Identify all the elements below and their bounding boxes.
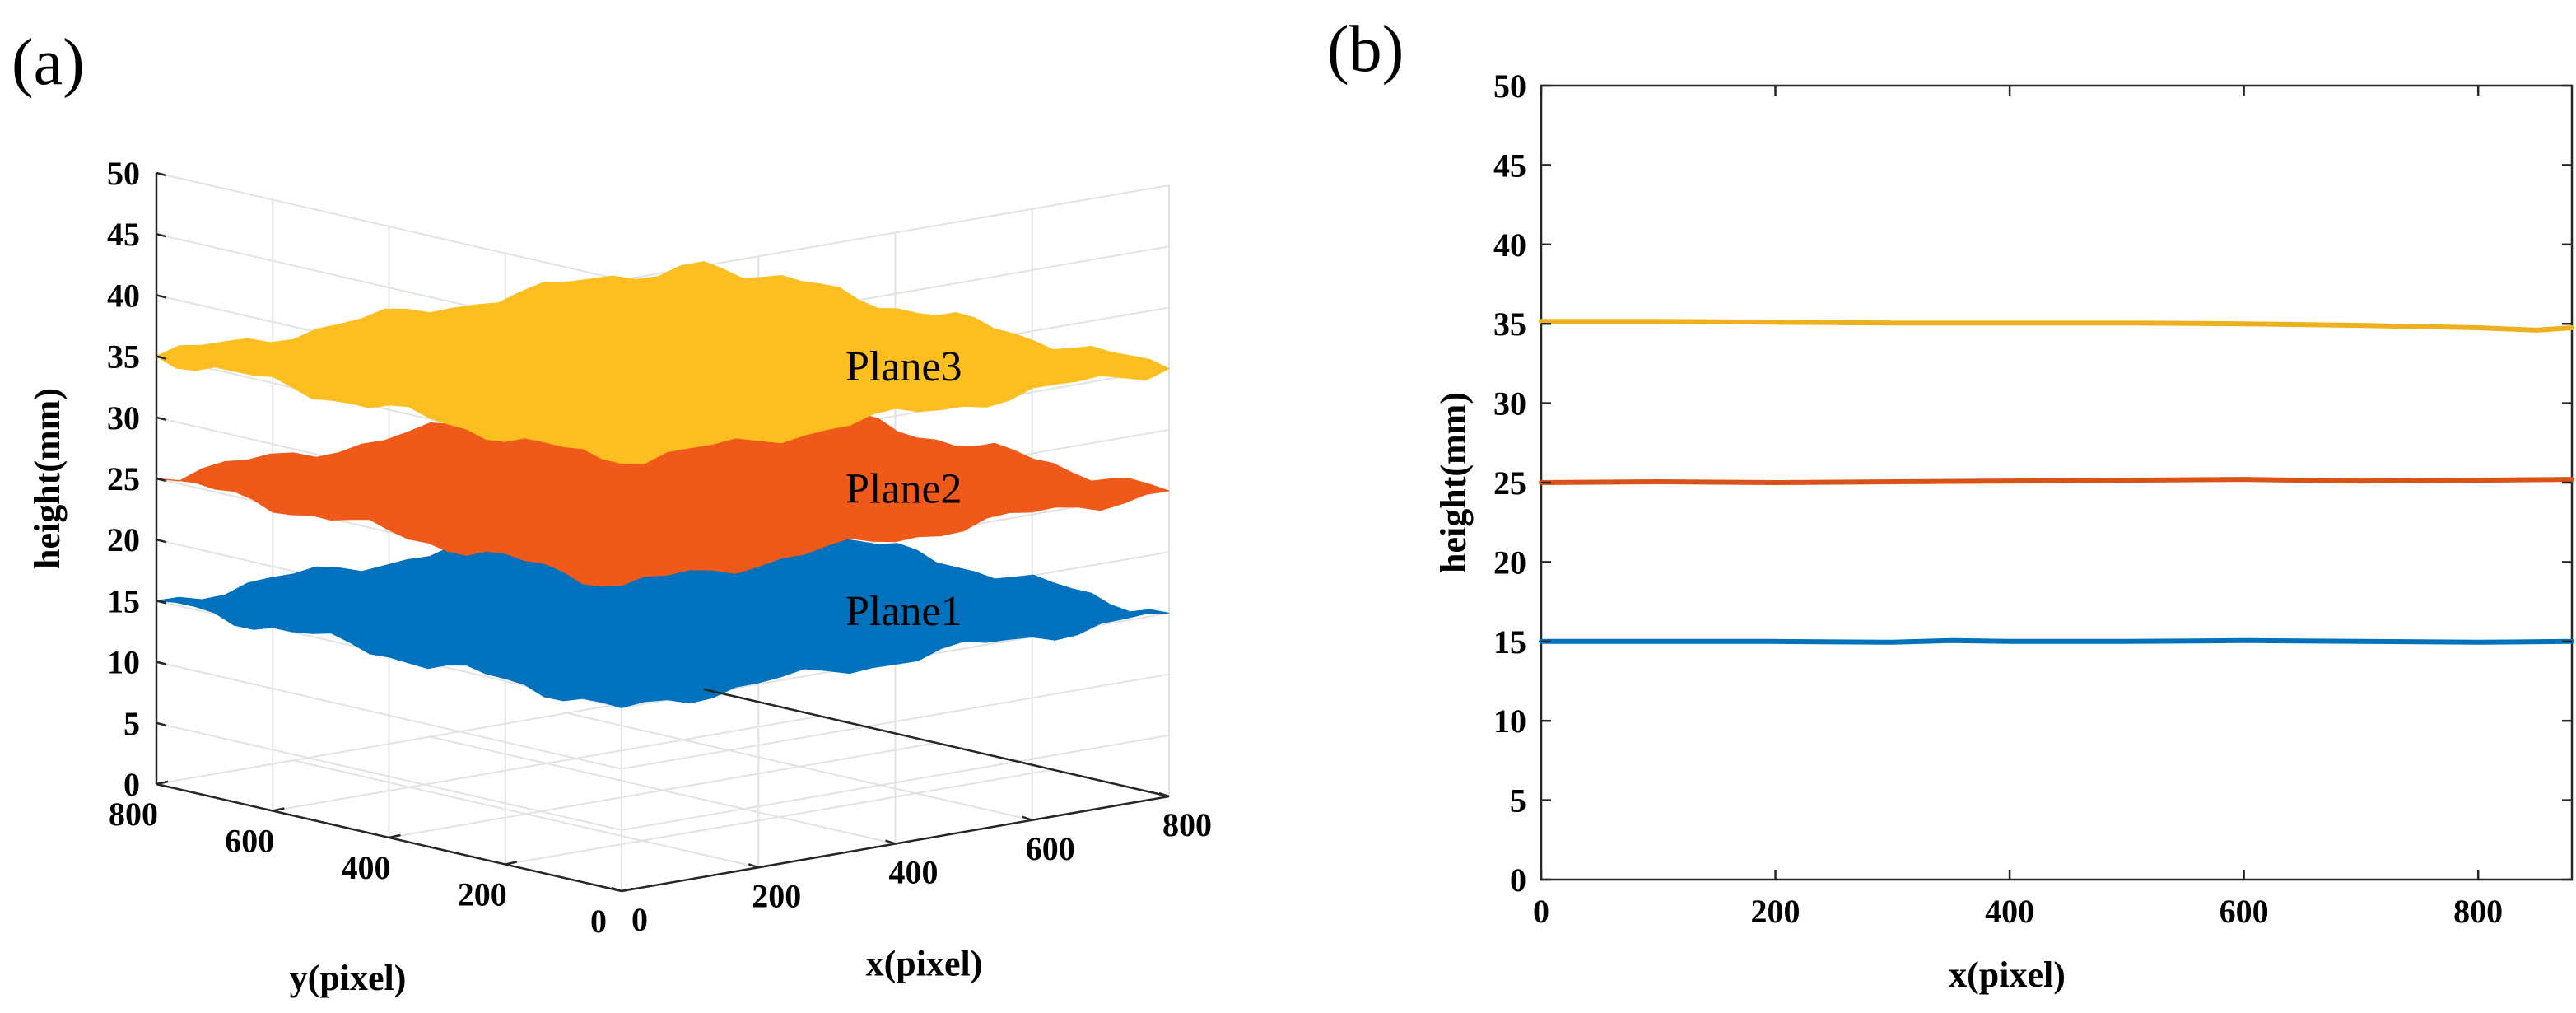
surface-plane1	[156, 503, 1170, 708]
surface-plane2	[156, 383, 1170, 587]
y-tick-label: 5	[1510, 782, 1526, 819]
y-tick-label: 400	[342, 849, 391, 886]
y-tick-label: 800	[109, 796, 158, 833]
line-plot-2d: 0 5 10 15 20 25 30 35 40 45 50 0 200 400 600 800 x(pixel…	[1433, 68, 2574, 995]
x-tick	[1158, 791, 1170, 798]
x-tick-label: 200	[1751, 893, 1800, 930]
z-tick-label: 25	[107, 460, 140, 497]
y-tick-label: 0	[590, 903, 607, 940]
y-tick	[621, 887, 634, 893]
y-axis-title: y(pixel)	[290, 958, 407, 998]
gridline	[505, 768, 1053, 866]
z-axis-title: height(mm)	[27, 388, 68, 569]
axes-3d: 0510152025303540455002004006008000200400…	[107, 155, 1212, 940]
y-tick	[505, 861, 518, 866]
surface-label: Plane1	[845, 588, 962, 635]
y-tick-label: 45	[1493, 147, 1526, 184]
surfaces-3d: Plane1 Plane2 Plane3	[155, 261, 1171, 708]
gridline	[273, 715, 821, 812]
y-tick	[272, 807, 285, 812]
z-tick	[156, 355, 167, 360]
z-tick-label: 30	[107, 399, 140, 436]
y-tick-label: 20	[1493, 544, 1526, 581]
series-line-3	[1539, 319, 2574, 333]
z-tick	[156, 661, 167, 665]
z-tick-label: 45	[107, 216, 140, 253]
y-tick-label: 15	[1493, 623, 1526, 661]
z-tick	[156, 416, 167, 422]
z-tick-label: 40	[107, 277, 140, 314]
x-tick-label: 400	[889, 854, 939, 891]
x-tick-label: 800	[2453, 893, 2503, 930]
z-tick-label: 20	[107, 521, 140, 558]
x-tick-label: 400	[1985, 893, 2034, 930]
y-tick-label: 50	[1493, 68, 1526, 105]
y-tick-label: 40	[1493, 226, 1526, 264]
x-tick	[611, 886, 622, 893]
panel-a-label: (a)	[12, 26, 85, 99]
y-tick-label: 35	[1493, 306, 1526, 343]
z-tick	[156, 600, 167, 605]
z-tick-label: 50	[107, 155, 140, 192]
series-line-1	[1539, 637, 2574, 645]
y-tick-label: 30	[1493, 385, 1526, 422]
z-tick-label: 0	[123, 766, 140, 803]
series-group	[1539, 319, 2574, 645]
axes-2d: 0 5 10 15 20 25 30 35 40 45 50 0 200 400 600 800	[1493, 68, 2572, 930]
z-tick	[156, 294, 167, 299]
series-line-2	[1539, 477, 2574, 485]
y-tick-label: 10	[1493, 703, 1526, 740]
x-tick	[1022, 815, 1033, 821]
z-tick	[156, 232, 167, 238]
surface-label: Plane3	[845, 343, 962, 390]
x-tick-label: 800	[1162, 806, 1212, 843]
x-tick-label: 200	[752, 877, 801, 914]
x-tick-label: 0	[631, 901, 648, 938]
x-tick-label: 0	[1533, 893, 1549, 930]
z-tick	[156, 721, 167, 727]
z-tick-label: 10	[107, 644, 140, 681]
y-tick-label: 0	[1510, 861, 1526, 899]
y-tick-label: 25	[1493, 464, 1526, 502]
y-axis-line	[703, 688, 1170, 798]
z-tick	[156, 171, 167, 177]
x-tick-label: 600	[2220, 893, 2269, 930]
z-tick-label: 15	[107, 582, 140, 619]
y-tick-label: 200	[458, 876, 507, 913]
y-tick	[389, 833, 401, 839]
x-axis-title: x(pixel)	[866, 944, 983, 984]
x-tick	[885, 839, 896, 845]
z-tick-label: 35	[107, 338, 140, 376]
panel-b-label: (b)	[1327, 13, 1404, 86]
z-tick-label: 5	[123, 705, 140, 742]
x-axis-title: x(pixel)	[1949, 955, 2066, 995]
y-axis-title: height(mm)	[1433, 392, 1474, 573]
y-tick	[156, 780, 169, 786]
surface-plot-3d: Plane1 Plane2 Plane3 0 5 10 15 20 25 30 35 40 45 50 0 2…	[27, 155, 1212, 998]
surface-plane3	[155, 261, 1171, 464]
z-tick	[156, 477, 167, 483]
gridline	[389, 742, 937, 838]
z-tick	[156, 538, 167, 544]
x-tick	[748, 863, 759, 869]
x-tick-label: 600	[1026, 830, 1075, 867]
y-tick-label: 600	[225, 823, 274, 860]
surface-label: Plane2	[845, 466, 962, 513]
